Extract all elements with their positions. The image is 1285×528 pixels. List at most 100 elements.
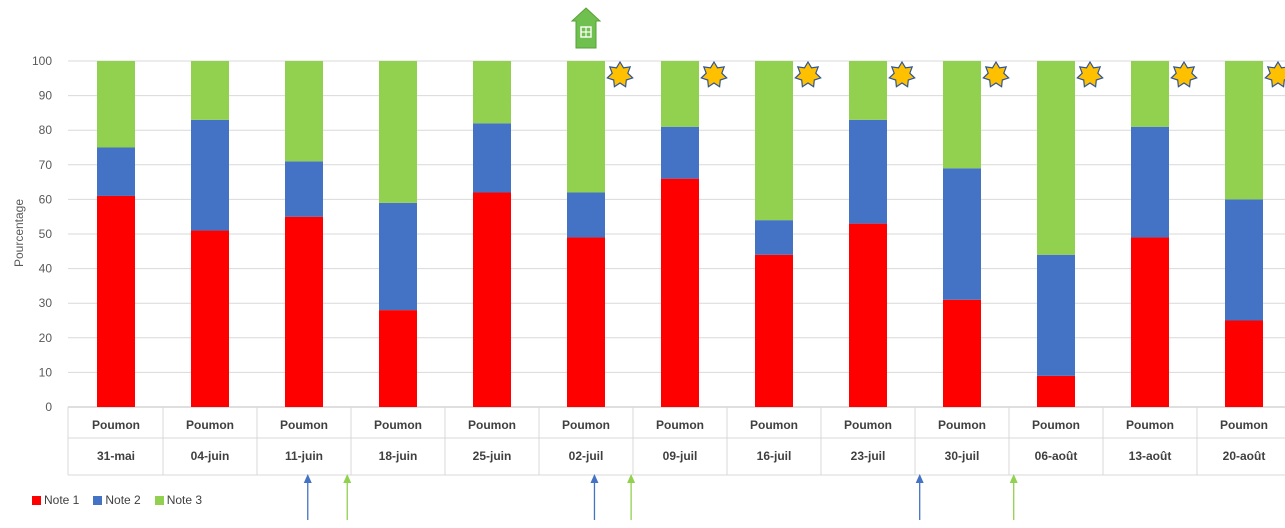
arrow-head bbox=[1009, 474, 1018, 483]
x-tick-label-date: 13-août bbox=[1129, 449, 1172, 463]
bar-note-2 bbox=[285, 161, 323, 217]
star-icon bbox=[606, 60, 634, 88]
x-tick-label-organ: Poumon bbox=[938, 418, 986, 432]
arrow-icon bbox=[1009, 474, 1018, 520]
bar-note-1 bbox=[849, 223, 887, 407]
x-tick-label-date: 20-août bbox=[1223, 449, 1266, 463]
bar-note-2 bbox=[849, 119, 887, 224]
bar-note-2 bbox=[567, 192, 605, 238]
bar-note-3 bbox=[1225, 61, 1263, 200]
bar-note-2 bbox=[943, 168, 981, 300]
star-icon bbox=[1170, 60, 1198, 88]
bar-note-3 bbox=[755, 61, 793, 221]
bar-note-3 bbox=[567, 61, 605, 193]
arrow-head bbox=[303, 474, 312, 483]
bar-note-3 bbox=[1131, 61, 1169, 127]
x-tick-label-organ: Poumon bbox=[1032, 418, 1080, 432]
bar-note-1 bbox=[567, 237, 605, 407]
x-tick-label-date: 31-mai bbox=[97, 449, 135, 463]
x-tick-label-date: 25-juin bbox=[473, 449, 512, 463]
bar-note-1 bbox=[1131, 237, 1169, 407]
x-tick-label-organ: Poumon bbox=[844, 418, 892, 432]
bar-note-2 bbox=[379, 202, 417, 311]
bar-note-2 bbox=[473, 123, 511, 193]
bar-note-2 bbox=[191, 119, 229, 231]
y-tick-label: 70 bbox=[39, 158, 53, 172]
y-tick-label: 0 bbox=[45, 400, 52, 414]
bar-note-3 bbox=[191, 61, 229, 120]
legend-swatch bbox=[154, 495, 164, 505]
bar-note-2 bbox=[1225, 199, 1263, 321]
bar-note-2 bbox=[661, 126, 699, 179]
y-tick-label: 30 bbox=[39, 296, 53, 310]
arrow-head bbox=[915, 474, 924, 483]
arrow-icon bbox=[343, 474, 352, 520]
arrow-head bbox=[590, 474, 599, 483]
star-icon bbox=[1264, 60, 1285, 88]
bar-note-2 bbox=[755, 220, 793, 255]
legend: Note 1 Note 2 Note 3 bbox=[32, 492, 216, 508]
x-tick-label-date: 18-juin bbox=[379, 449, 418, 463]
y-tick-label: 100 bbox=[32, 54, 52, 68]
x-tick-label-date: 02-juil bbox=[569, 449, 604, 463]
bar-note-3 bbox=[473, 61, 511, 124]
arrow-icon bbox=[915, 474, 924, 520]
x-tick-label-date: 30-juil bbox=[945, 449, 980, 463]
bar-note-1 bbox=[473, 192, 511, 407]
legend-label: Note 3 bbox=[166, 493, 203, 507]
category-table-lines bbox=[67, 407, 1285, 476]
x-tick-label-date: 09-juil bbox=[663, 449, 698, 463]
bar-note-1 bbox=[191, 230, 229, 407]
star-icon bbox=[1076, 60, 1104, 88]
arrow-head bbox=[343, 474, 352, 483]
x-tick-label-organ: Poumon bbox=[374, 418, 422, 432]
legend-label: Note 1 bbox=[44, 493, 80, 507]
x-tick-label-organ: Poumon bbox=[562, 418, 610, 432]
x-tick-label-date: 04-juin bbox=[191, 449, 230, 463]
y-tick-label: 80 bbox=[39, 123, 53, 137]
bar-note-1 bbox=[379, 310, 417, 407]
legend-item-note-2: Note 2 bbox=[93, 493, 141, 507]
category-labels: Poumon 31-mai Poumon 04-juin Poumon 11-juin Po… bbox=[92, 418, 1268, 463]
y-tick-label: 10 bbox=[39, 365, 53, 379]
y-axis-tick-labels: 0 10 20 30 40 50 60 70 80 90 100 bbox=[32, 54, 52, 414]
x-tick-label-organ: Poumon bbox=[186, 418, 234, 432]
star-icon bbox=[888, 60, 916, 88]
bar-note-3 bbox=[379, 61, 417, 203]
bar-note-1 bbox=[1037, 375, 1075, 407]
bar-note-3 bbox=[849, 61, 887, 120]
bar-note-3 bbox=[943, 61, 981, 169]
star-icon bbox=[794, 60, 822, 88]
house-icon bbox=[570, 7, 602, 49]
x-tick-label-organ: Poumon bbox=[280, 418, 328, 432]
y-tick-label: 20 bbox=[39, 331, 53, 345]
bar-note-1 bbox=[661, 178, 699, 407]
arrow-head bbox=[627, 474, 636, 483]
bar-note-1 bbox=[97, 195, 135, 407]
legend-label: Note 2 bbox=[105, 493, 141, 507]
y-tick-label: 50 bbox=[39, 227, 53, 241]
x-tick-label-organ: Poumon bbox=[92, 418, 140, 432]
arrow-icon bbox=[590, 474, 599, 520]
y-axis-label: Pourcentage bbox=[12, 199, 26, 267]
bar-note-1 bbox=[285, 216, 323, 407]
x-tick-label-date: 23-juil bbox=[851, 449, 886, 463]
x-tick-label-date: 06-août bbox=[1035, 449, 1078, 463]
bar-note-2 bbox=[1131, 126, 1169, 238]
legend-swatch bbox=[32, 495, 41, 505]
x-tick-label-organ: Poumon bbox=[468, 418, 516, 432]
x-tick-label-date: 11-juin bbox=[285, 449, 323, 463]
y-tick-label: 90 bbox=[39, 89, 53, 103]
arrow-icon bbox=[303, 474, 312, 520]
star-icon bbox=[700, 60, 728, 88]
bar-note-1 bbox=[943, 299, 981, 407]
x-tick-label-organ: Poumon bbox=[1220, 418, 1268, 432]
arrow-icon bbox=[627, 474, 636, 520]
bar-note-3 bbox=[97, 61, 135, 148]
bar-note-3 bbox=[1037, 61, 1075, 255]
bar-note-2 bbox=[1037, 254, 1075, 376]
y-tick-label: 40 bbox=[39, 262, 53, 276]
star-icon bbox=[982, 60, 1010, 88]
bar-note-1 bbox=[1225, 320, 1263, 407]
